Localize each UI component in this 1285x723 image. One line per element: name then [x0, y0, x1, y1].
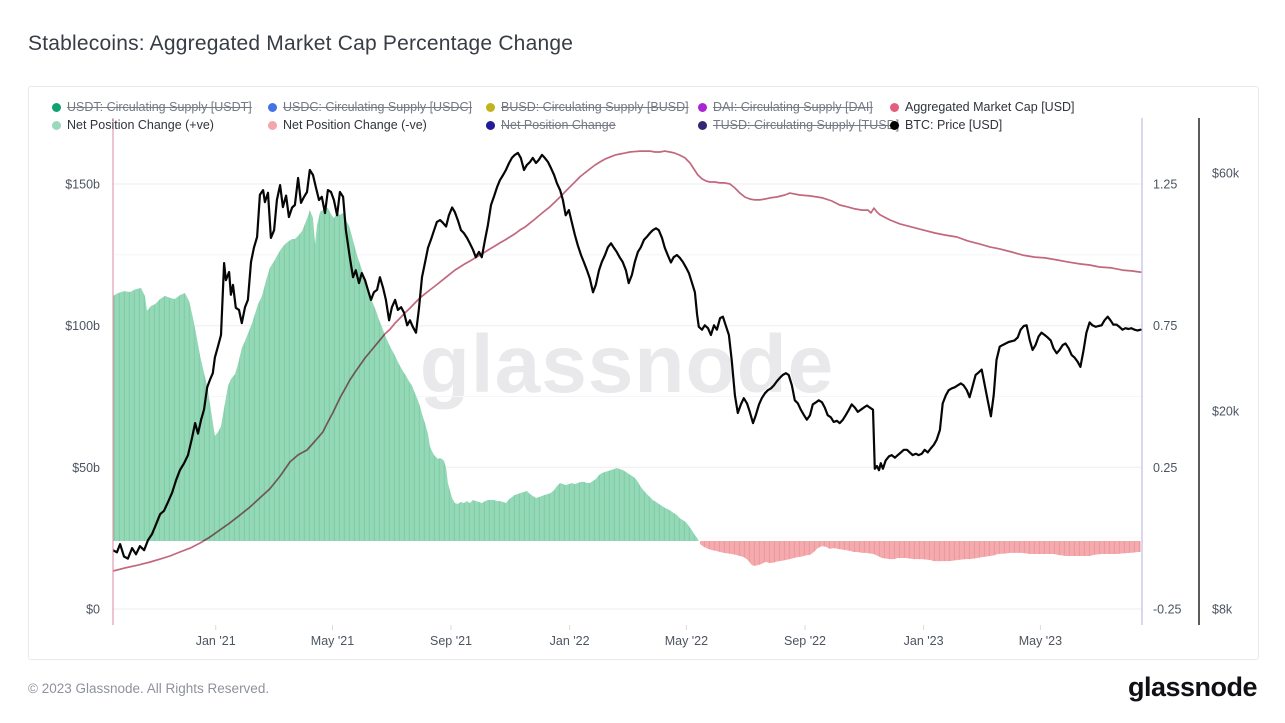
x-axis-tick-label: Jan '23 — [904, 634, 944, 648]
legend-dot — [268, 102, 277, 112]
x-axis-tick-label: Sep '21 — [430, 634, 472, 648]
x-axis-tick-label: May '21 — [311, 634, 354, 648]
legend-item[interactable]: USDC: Circulating Supply [USDC] — [268, 100, 472, 114]
legend-label: BTC: Price [USD] — [905, 118, 1003, 132]
glassnode-logo: glassnode — [1127, 672, 1258, 702]
legend-label: USDT: Circulating Supply [USDT] — [67, 100, 252, 114]
legend-label: Net Position Change (-ve) — [283, 118, 427, 132]
legend-dot — [268, 120, 277, 130]
series-layer — [113, 150, 1142, 572]
legend-label: Net Position Change (+ve) — [67, 118, 214, 132]
legend-item[interactable]: Net Position Change (+ve) — [52, 118, 214, 132]
legend-label: Net Position Change — [501, 118, 616, 132]
x-axis-tick-label: Jan '22 — [550, 634, 590, 648]
legend-dot — [52, 102, 61, 112]
legend-item[interactable]: BTC: Price [USD] — [890, 118, 1002, 132]
btc-axis-tick-label: $20k — [1212, 404, 1240, 418]
legend-item[interactable]: BUSD: Circulating Supply [BUSD] — [486, 100, 689, 114]
x-axis-tick-label: Sep '22 — [784, 634, 826, 648]
chart-card — [28, 86, 1259, 660]
btc-axis-tick-label: $8k — [1212, 603, 1233, 617]
legend-dot — [698, 102, 707, 112]
legend-item[interactable]: Net Position Change — [486, 118, 616, 132]
legend-dot — [486, 120, 495, 130]
percent-axis-tick-label: -0.25 — [1153, 603, 1182, 617]
axis-lines — [112, 118, 1200, 625]
legend-item[interactable]: Net Position Change (-ve) — [268, 118, 427, 132]
legend-dot — [890, 102, 899, 112]
legend-item[interactable]: USDT: Circulating Supply [USDT] — [52, 100, 252, 114]
legend-item[interactable]: TUSD: Circulating Supply [TUSD] — [698, 118, 899, 132]
legend-label: Aggregated Market Cap [USD] — [905, 100, 1075, 114]
legend-dot — [698, 120, 707, 130]
left-axis-tick-label: $150b — [65, 178, 100, 192]
btc-axis-tick-label: $60k — [1212, 167, 1240, 181]
left-axis-tick-label: $50b — [72, 461, 100, 475]
legend-item[interactable]: Aggregated Market Cap [USD] — [890, 100, 1075, 114]
legend-label: TUSD: Circulating Supply [TUSD] — [713, 118, 900, 132]
x-axis-tick-label: May '23 — [1019, 634, 1062, 648]
left-axis-tick-label: $0 — [86, 603, 100, 617]
legend-label: DAI: Circulating Supply [DAI] — [713, 100, 873, 114]
page-title: Stablecoins: Aggregated Market Cap Perce… — [28, 32, 574, 55]
axis-labels: $0 $50b $100b $150b 1.25 0.75 0.25 -0.25 $60k $20… — [65, 167, 1240, 648]
percent-axis-tick-label: 1.25 — [1153, 178, 1177, 192]
legend-label: BUSD: Circulating Supply [BUSD] — [501, 100, 689, 114]
x-axis-tick-label: Jan '21 — [196, 634, 236, 648]
left-axis-tick-label: $100b — [65, 319, 100, 333]
series-btc-price — [113, 151, 1142, 560]
series-net-position-positive — [113, 207, 699, 541]
legend-dot — [890, 120, 899, 130]
percent-axis-tick-label: 0.25 — [1153, 461, 1177, 475]
legend-dot — [52, 120, 61, 130]
series-net-position-negative — [699, 541, 1141, 566]
footer-copyright: © 2023 Glassnode. All Rights Reserved. — [28, 681, 270, 696]
x-axis-tick-label: May '22 — [665, 634, 708, 648]
legend-dot — [486, 102, 495, 112]
series-aggregated-market-cap — [113, 150, 1142, 572]
legend-item[interactable]: DAI: Circulating Supply [DAI] — [698, 100, 873, 114]
percent-axis-tick-label: 0.75 — [1153, 319, 1177, 333]
legend-label: USDC: Circulating Supply [USDC] — [283, 100, 472, 114]
